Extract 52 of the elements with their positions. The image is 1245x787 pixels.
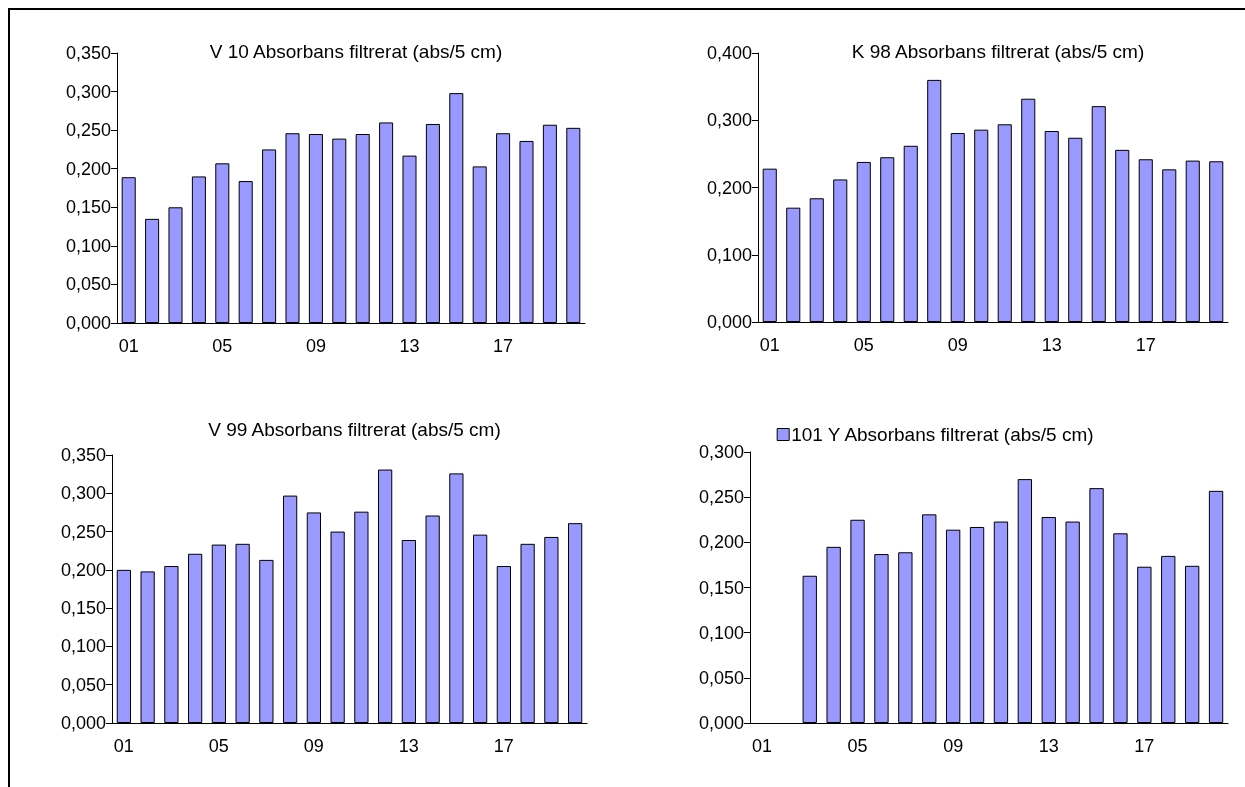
y-tick-label: 0,200 — [65, 158, 111, 179]
x-tick-label: 17 — [493, 736, 514, 756]
y-tick-label: 0,000 — [698, 713, 744, 733]
y-tick-label: 0,050 — [698, 667, 744, 688]
y-tick-label: 0,350 — [65, 43, 111, 63]
y-tick-label: 0,300 — [65, 81, 111, 102]
y-tick-label: 0,200 — [60, 559, 106, 580]
y-tick-label: 0,050 — [65, 274, 111, 295]
x-tick-label: 09 — [943, 736, 964, 756]
y-tick-label: 0,000 — [706, 312, 752, 332]
x-tick-label: 09 — [303, 736, 324, 756]
y-tick-label: 0,300 — [60, 483, 106, 504]
x-tick-label: 01 — [113, 736, 134, 756]
x-tick-label: 01 — [759, 335, 780, 355]
y-tick-label: 0,050 — [60, 674, 106, 695]
y-tick-label: 0,300 — [706, 110, 752, 131]
y-tick-label: 0,150 — [65, 197, 111, 218]
x-tick-label: 13 — [1038, 736, 1059, 756]
y-tick-label: 0,200 — [706, 177, 752, 198]
y-tick-label: 0,000 — [65, 313, 111, 333]
y-tick-label: 0,250 — [65, 120, 111, 141]
y-tick-label: 0,250 — [60, 521, 106, 542]
x-tick-label: 01 — [118, 336, 139, 356]
y-tick-label: 0,400 — [706, 43, 752, 63]
y-tick-label: 0,000 — [60, 713, 106, 733]
x-tick-label: 13 — [1041, 335, 1062, 355]
x-tick-label: 17 — [1135, 335, 1156, 355]
y-tick-label: 0,100 — [706, 244, 752, 265]
x-tick-label: 13 — [398, 736, 419, 756]
y-tick-label: 0,100 — [65, 235, 111, 256]
y-tick-label: 0,300 — [698, 442, 744, 462]
x-tick-label: 05 — [853, 335, 874, 355]
y-tick-label: 0,150 — [698, 577, 744, 598]
x-tick-label: 17 — [493, 336, 514, 356]
y-tick-label: 0,150 — [60, 598, 106, 619]
x-tick-label: 13 — [399, 336, 420, 356]
y-tick-label: 0,350 — [60, 445, 106, 465]
x-tick-label: 05 — [847, 736, 868, 756]
y-tick-label: 0,250 — [698, 487, 744, 508]
x-tick-label: 09 — [305, 336, 326, 356]
chart-title: V 10 Absorbans filtrerat (abs/5 cm) — [209, 41, 503, 62]
x-tick-label: 09 — [947, 335, 968, 355]
x-tick-label: 05 — [208, 736, 229, 756]
chart-title: K 98 Absorbans filtrerat (abs/5 cm) — [851, 41, 1145, 62]
y-tick-label: 0,100 — [698, 622, 744, 643]
chart-title: V 99 Absorbans filtrerat (abs/5 cm) — [208, 419, 501, 440]
x-tick-label: 17 — [1134, 736, 1155, 756]
x-tick-label: 01 — [751, 736, 772, 756]
x-tick-label: 05 — [212, 336, 233, 356]
y-tick-label: 0,200 — [698, 532, 744, 553]
legend-label: 101 Y Absorbans filtrerat (abs/5 cm) — [791, 424, 1094, 445]
y-tick-label: 0,100 — [60, 636, 106, 657]
